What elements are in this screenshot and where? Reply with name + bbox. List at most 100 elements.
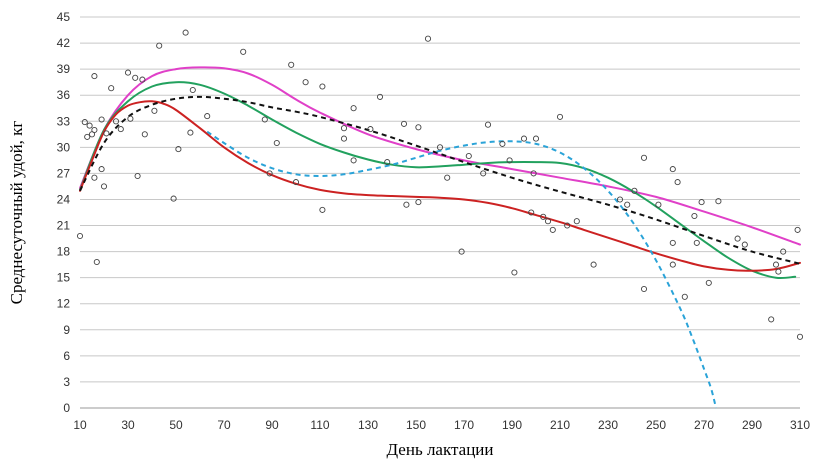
scatter-point <box>340 125 348 132</box>
scatter-point <box>511 269 518 276</box>
scatter-point <box>444 174 451 181</box>
y-tick-label: 27 <box>57 166 71 180</box>
scatter-point <box>319 83 326 90</box>
scatter-point <box>384 159 391 166</box>
scatter-point <box>91 126 98 134</box>
x-axis-title: День лактации <box>387 440 494 459</box>
scatter-point <box>132 74 139 81</box>
y-tick-label: 18 <box>57 245 71 259</box>
scatter-point <box>564 222 571 229</box>
x-tick-label: 90 <box>265 418 279 432</box>
scatter-point <box>288 61 295 68</box>
scatter-point <box>640 154 648 161</box>
y-tick-label: 12 <box>57 297 71 311</box>
scatter-point <box>631 187 638 194</box>
scatter-point <box>415 124 422 131</box>
scatter-point <box>170 195 177 202</box>
scatter-point <box>775 268 782 275</box>
scatter-point <box>669 166 676 173</box>
y-tick-label: 30 <box>57 140 71 154</box>
scatter-point <box>768 316 775 323</box>
x-tick-label: 130 <box>358 418 378 432</box>
scatter-point <box>91 174 98 181</box>
y-tick-label: 21 <box>57 219 71 233</box>
y-tick-label: 6 <box>63 349 70 363</box>
scatter-point <box>240 48 247 55</box>
scatter-point <box>108 85 115 92</box>
scatter-point <box>540 213 547 220</box>
scatter-point <box>319 206 326 213</box>
series-line-blue-dashed <box>206 130 717 409</box>
scatter-point <box>189 86 196 94</box>
scatter-point <box>674 179 681 186</box>
y-tick-label: 24 <box>57 192 71 206</box>
scatter-point <box>681 293 688 300</box>
y-tick-label: 36 <box>57 88 71 102</box>
scatter-point <box>91 73 98 80</box>
y-tick-label: 9 <box>63 323 70 337</box>
scatter-point <box>156 42 163 49</box>
scatter-point <box>376 93 384 100</box>
y-tick-label: 45 <box>57 10 71 24</box>
data-points <box>76 29 804 340</box>
scatter-point <box>693 239 700 246</box>
scatter-point <box>499 140 506 147</box>
scatter-point <box>691 212 698 220</box>
scatter-point <box>86 122 93 129</box>
scatter-point <box>415 199 422 206</box>
scatter-point <box>794 226 801 233</box>
x-tick-label: 290 <box>742 418 762 432</box>
scatter-point <box>302 79 309 86</box>
fitted-curves <box>79 66 801 409</box>
scatter-point <box>772 261 780 268</box>
y-axis-title: Среднесуточный удой, кг <box>7 121 26 305</box>
scatter-point <box>103 130 110 137</box>
x-tick-label: 230 <box>598 418 618 432</box>
scatter-point <box>340 135 348 142</box>
scatter-point <box>98 166 105 173</box>
scatter-point <box>134 172 141 180</box>
scatter-point <box>465 152 472 160</box>
scatter-point <box>350 157 357 164</box>
scatter-point <box>480 170 487 177</box>
scatter-point <box>458 248 465 255</box>
scatter-point <box>796 333 804 340</box>
y-tick-label: 33 <box>57 114 71 128</box>
scatter-point <box>556 113 564 120</box>
scatter-point <box>484 121 492 128</box>
scatter-point <box>436 144 444 151</box>
x-tick-label: 70 <box>217 418 231 432</box>
scatter-point <box>669 239 676 246</box>
scatter-point <box>350 105 357 112</box>
scatter-point <box>506 157 513 164</box>
y-tick-label: 3 <box>63 375 70 389</box>
grid <box>80 16 800 383</box>
scatter-point <box>100 183 108 190</box>
scatter-point <box>544 218 552 225</box>
scatter-point <box>367 126 374 133</box>
scatter-point <box>175 146 182 153</box>
y-tick-label: 39 <box>57 62 71 76</box>
x-tick-label: 190 <box>502 418 522 432</box>
y-tick-label: 42 <box>57 36 71 50</box>
scatter-point <box>590 261 597 268</box>
scatter-point <box>616 196 624 203</box>
scatter-point <box>273 139 280 147</box>
scatter-point <box>266 170 273 177</box>
scatter-point <box>573 218 580 225</box>
x-tick-label: 310 <box>790 418 810 432</box>
x-tick-label: 30 <box>121 418 135 432</box>
scatter-point <box>124 69 132 76</box>
series-line-magenta <box>79 66 801 246</box>
x-tick-label: 10 <box>73 418 87 432</box>
scatter-point <box>141 131 148 138</box>
scatter-point <box>261 116 268 123</box>
scatter-point <box>741 241 748 248</box>
scatter-point <box>715 198 722 205</box>
scatter-point <box>117 126 124 133</box>
scatter-point <box>698 199 705 206</box>
scatter-point <box>84 133 91 140</box>
scatter-point <box>532 135 540 142</box>
x-tick-label: 210 <box>550 418 570 432</box>
scatter-point <box>528 209 535 216</box>
